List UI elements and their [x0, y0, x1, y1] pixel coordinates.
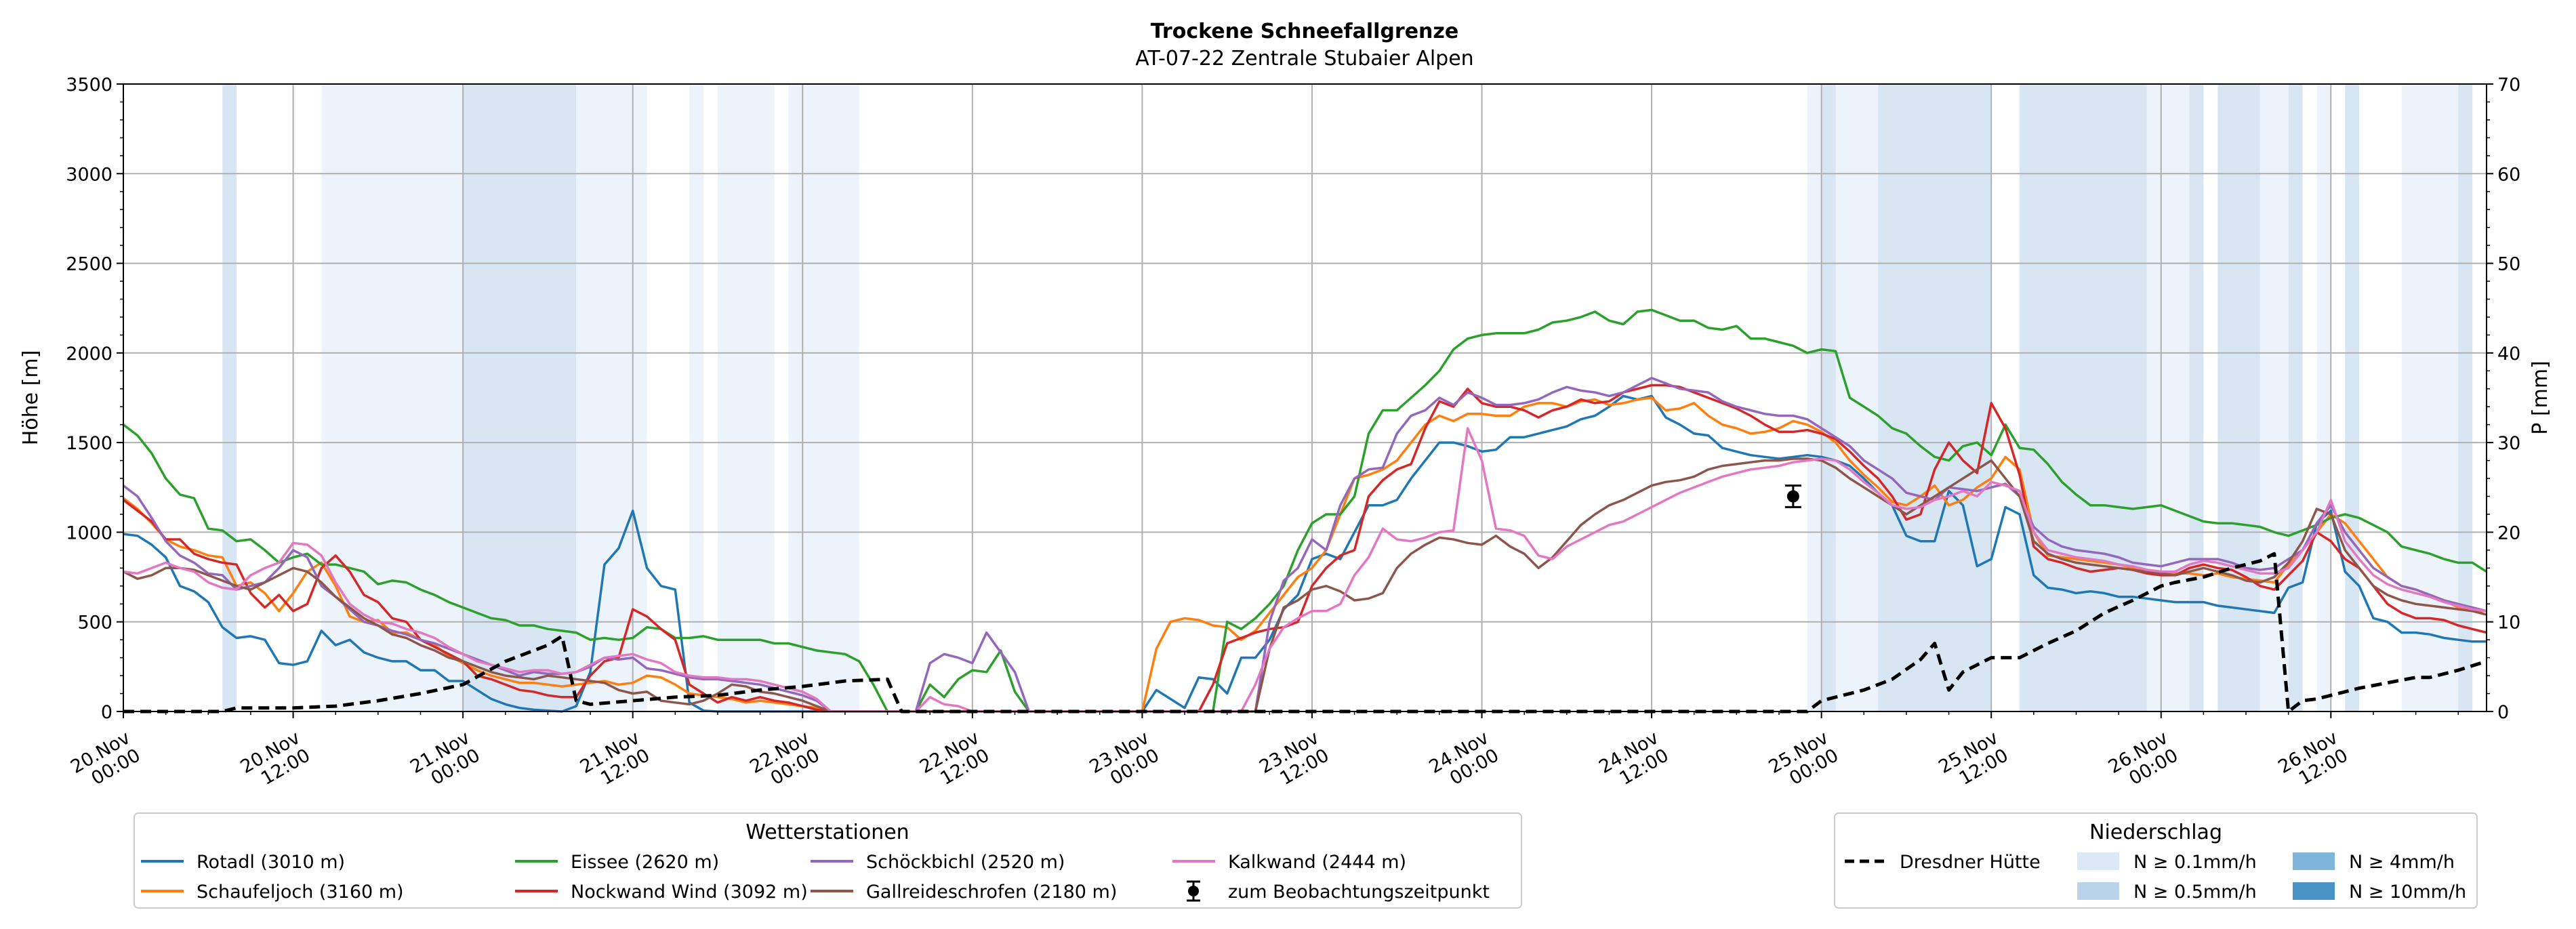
- x-tick-label-24: 21.Nov00:00: [407, 727, 483, 796]
- legend-obs-dot-7: [1188, 886, 1199, 896]
- precip-band-0: [222, 84, 237, 711]
- y-axis-left: 0 500 1000 1500 2000 2500 3000 3500: [66, 75, 123, 723]
- x-tick-label-132: 25.Nov12:00: [1935, 727, 2011, 796]
- y-tick-label-2000: 2000: [66, 344, 113, 365]
- legend-label-7: zum Beobachtungszeitpunkt: [1228, 882, 1490, 903]
- legend-precip-swatch-1: [2077, 882, 2119, 900]
- legend-precip-swatch-2: [2293, 852, 2335, 870]
- x-tick-label-96: 24.Nov00:00: [1426, 727, 1502, 796]
- y-tick-label-1000: 1000: [66, 522, 113, 543]
- y-axis-label: Höhe [m]: [19, 350, 43, 446]
- series-line-0: [123, 394, 2487, 713]
- y-axis-right: 0 10 20 30 40 50 60 70: [2487, 75, 2520, 723]
- x-tick-label-72: 23.Nov00:00: [1086, 727, 1163, 796]
- precip-band-7: [1807, 84, 1822, 711]
- x-tick-label-120: 25.Nov00:00: [1765, 727, 1842, 796]
- x-tick-label-60: 22.Nov12:00: [916, 727, 993, 796]
- legend-precip-items: N ≥ 0.1mm/h N ≥ 0.5mm/h N ≥ 4mm/h N ≥ 10mm/…: [2077, 852, 2466, 903]
- y-right-tick-label-20: 20: [2497, 522, 2520, 543]
- y-axis-label-right: P [mm]: [2529, 360, 2552, 434]
- legend-precip-title: Niederschlag: [2089, 821, 2222, 844]
- legend-precip-label-1: N ≥ 0.5mm/h: [2133, 882, 2257, 903]
- chart-subtitle: AT-07-22 Zentrale Stubaier Alpen: [1135, 47, 1473, 70]
- y-tick-label-500: 500: [77, 613, 113, 634]
- legend-precip-swatch-3: [2293, 882, 2335, 900]
- observation-marker: [1784, 484, 1801, 508]
- x-tick-label-12: 20.Nov12:00: [237, 727, 314, 796]
- y-right-tick-label-10: 10: [2497, 613, 2520, 634]
- legend-label-3: Kalkwand (2444 m): [1228, 852, 1406, 873]
- legend-stations-title: Wetterstationen: [745, 821, 909, 844]
- precipitation-bands: [222, 84, 2473, 711]
- y-right-tick-label-50: 50: [2497, 254, 2520, 275]
- legend-label-1: Eissee (2620 m): [571, 852, 719, 873]
- precip-band-12: [2146, 84, 2190, 711]
- y-tick-label-3500: 3500: [66, 75, 113, 96]
- y-right-tick-label-60: 60: [2497, 164, 2520, 185]
- x-tick-label-108: 24.Nov12:00: [1595, 727, 1672, 796]
- legend-label-4: Schaufeljoch (3160 m): [197, 882, 404, 903]
- y-tick-label-1500: 1500: [66, 433, 113, 454]
- series-line-6: [123, 427, 2487, 713]
- precip-band-6: [788, 84, 859, 711]
- precip-band-5: [717, 84, 775, 711]
- y-tick-label-2500: 2500: [66, 254, 113, 275]
- precip-band-8: [1821, 84, 1836, 711]
- series-lines: [122, 308, 2487, 714]
- precip-band-4: [689, 84, 704, 711]
- legend-label-2: Schöckbichl (2520 m): [866, 852, 1065, 873]
- x-tick-label-36: 21.Nov12:00: [577, 727, 653, 796]
- legend-label-6: Gallreideschrofen (2180 m): [866, 882, 1117, 903]
- precip-band-17: [2316, 84, 2331, 711]
- series-line-7: [123, 552, 2487, 714]
- y-right-tick-label-30: 30: [2497, 433, 2520, 454]
- x-tick-label-156: 26.Nov12:00: [2274, 727, 2351, 796]
- precip-band-10: [1878, 84, 1992, 711]
- precip-band-15: [2260, 84, 2289, 711]
- y-right-tick-label-70: 70: [2497, 75, 2520, 96]
- x-tick-label-84: 23.Nov12:00: [1256, 727, 1332, 796]
- observation-point: [1786, 490, 1799, 503]
- y-tick-label-0: 0: [101, 702, 113, 723]
- precip-band-20: [2458, 84, 2473, 711]
- y-right-tick-label-0: 0: [2497, 702, 2509, 723]
- chart-title: Trockene Schneefallgrenze: [1151, 20, 1458, 43]
- legend-label-5: Nockwand Wind (3092 m): [571, 882, 808, 903]
- legend-precipitation: Niederschlag Dresdner Hütte N ≥ 0.1mm/hN…: [1834, 812, 2478, 909]
- precip-band-16: [2288, 84, 2303, 711]
- y-tick-label-3000: 3000: [66, 164, 113, 185]
- legend-stations: Wetterstationen Rotadl (3010 m) Eissee (2…: [134, 812, 1522, 909]
- legend-stations-items: Rotadl (3010 m) Eissee (2620 m) Schöckbich…: [141, 852, 1490, 903]
- x-tick-label-48: 22.Nov00:00: [746, 727, 823, 796]
- precip-band-11: [2019, 84, 2147, 711]
- legend-label-0: Rotadl (3010 m): [197, 852, 345, 873]
- legend-precip-swatch-0: [2077, 852, 2119, 870]
- y-right-tick-label-40: 40: [2497, 344, 2520, 365]
- legend-precip-label-2: N ≥ 4mm/h: [2349, 852, 2455, 873]
- x-tick-label-0: 20.Nov00:00: [67, 727, 144, 796]
- precip-band-2: [463, 84, 577, 711]
- legend-precip-label-3: N ≥ 10mm/h: [2349, 882, 2466, 903]
- x-axis: 20.Nov00:00 20.Nov12:00 21.Nov00:00 21.Nov1…: [67, 711, 2459, 796]
- plot-frame: [123, 83, 2487, 712]
- x-tick-label-144: 26.Nov00:00: [2105, 727, 2182, 796]
- legend-precip-label-0: N ≥ 0.1mm/h: [2133, 852, 2257, 873]
- legend-dresdner-label: Dresdner Hütte: [1900, 852, 2041, 873]
- precip-band-3: [576, 84, 647, 711]
- series-line-5: [123, 457, 2487, 713]
- precip-band-18: [2345, 84, 2360, 711]
- precip-band-13: [2189, 84, 2204, 711]
- series-line-2: [122, 308, 2487, 713]
- precip-band-14: [2217, 84, 2260, 711]
- precip-band-9: [1835, 84, 1879, 711]
